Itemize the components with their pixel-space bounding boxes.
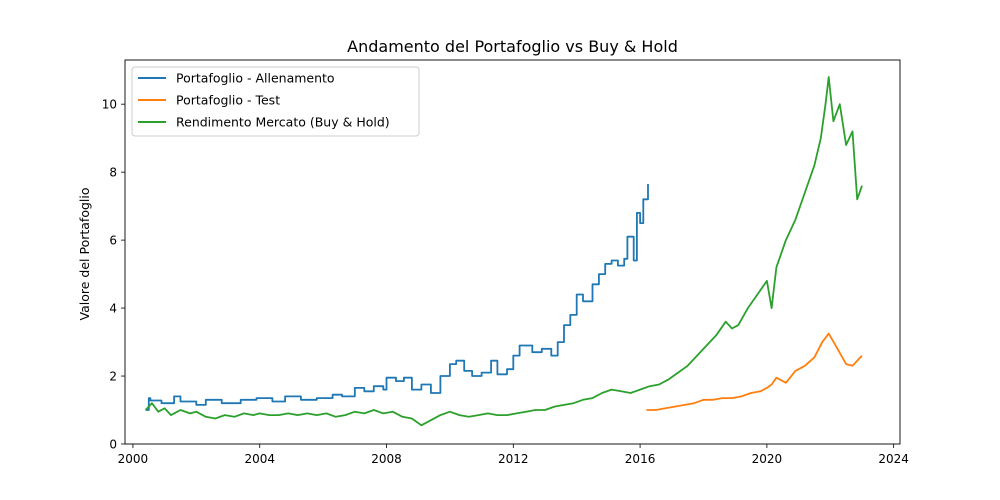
legend-box [131,66,420,137]
series-line-2 [144,76,863,427]
x-tick-label: 2024 [878,452,909,466]
y-axis-label: Valore del Portafoglio [77,188,92,321]
y-tick-label: 2 [109,370,117,384]
chart-title: Andamento del Portafoglio vs Buy & Hold [347,37,678,56]
x-tick-label: 2000 [118,452,149,466]
legend-label-1: Portafoglio - Test [176,93,280,108]
x-tick-label: 2012 [498,452,529,466]
series-line-1 [646,332,863,411]
legend: Portafoglio - Allenamento Portafoglio - T… [131,66,420,137]
x-tick-label: 2020 [752,452,783,466]
y-tick-label: 4 [109,302,117,316]
y-tick-label: 10 [102,98,117,112]
series-line-0 [145,184,649,411]
legend-label-0: Portafoglio - Allenamento [176,71,335,86]
plot-lines [144,76,863,427]
y-axis: 0 2 4 6 8 10 [102,98,125,452]
y-tick-label: 8 [109,166,117,180]
x-axis: 2000 2004 2008 2012 2016 2020 2024 [118,444,909,466]
x-tick-label: 2004 [244,452,275,466]
x-tick-label: 2008 [371,452,402,466]
plot-frame [124,59,901,445]
x-tick-label: 2016 [625,452,656,466]
y-tick-label: 0 [109,438,117,452]
legend-label-2: Rendimento Mercato (Buy & Hold) [176,115,390,130]
y-tick-label: 6 [109,234,117,248]
